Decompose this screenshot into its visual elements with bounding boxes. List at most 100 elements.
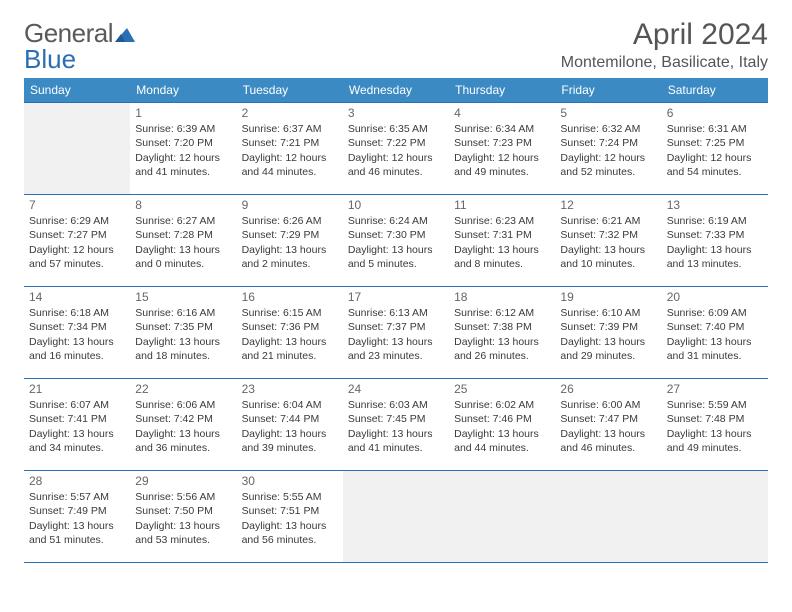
day-daylight2: and 10 minutes. [560, 257, 656, 271]
day-sunrise: Sunrise: 6:39 AM [135, 122, 231, 136]
day-daylight2: and 56 minutes. [242, 533, 338, 547]
calendar-day-cell: 1Sunrise: 6:39 AMSunset: 7:20 PMDaylight… [130, 103, 236, 195]
day-daylight2: and 41 minutes. [135, 165, 231, 179]
day-daylight2: and 49 minutes. [667, 441, 763, 455]
day-daylight2: and 44 minutes. [454, 441, 550, 455]
calendar-day-cell [343, 471, 449, 563]
day-daylight2: and 8 minutes. [454, 257, 550, 271]
day-sunrise: Sunrise: 6:07 AM [29, 398, 125, 412]
day-sunset: Sunset: 7:44 PM [242, 412, 338, 426]
calendar-day-cell [662, 471, 768, 563]
title-block: April 2024 Montemilone, Basilicate, Ital… [561, 18, 768, 72]
day-number: 28 [29, 473, 125, 489]
day-number: 11 [454, 197, 550, 213]
day-number: 19 [560, 289, 656, 305]
day-daylight1: Daylight: 13 hours [242, 427, 338, 441]
day-sunset: Sunset: 7:21 PM [242, 136, 338, 150]
day-daylight1: Daylight: 13 hours [454, 243, 550, 257]
calendar-day-cell: 17Sunrise: 6:13 AMSunset: 7:37 PMDayligh… [343, 287, 449, 379]
day-daylight1: Daylight: 13 hours [667, 243, 763, 257]
day-daylight1: Daylight: 13 hours [29, 519, 125, 533]
day-sunset: Sunset: 7:50 PM [135, 504, 231, 518]
calendar-day-cell: 8Sunrise: 6:27 AMSunset: 7:28 PMDaylight… [130, 195, 236, 287]
day-sunrise: Sunrise: 6:04 AM [242, 398, 338, 412]
page-header: General April 2024 Montemilone, Basilica… [24, 18, 768, 72]
day-daylight1: Daylight: 13 hours [242, 335, 338, 349]
day-number: 23 [242, 381, 338, 397]
day-sunrise: Sunrise: 6:00 AM [560, 398, 656, 412]
day-of-week-header: Thursday [449, 78, 555, 103]
day-sunset: Sunset: 7:49 PM [29, 504, 125, 518]
calendar-day-cell: 22Sunrise: 6:06 AMSunset: 7:42 PMDayligh… [130, 379, 236, 471]
day-sunrise: Sunrise: 6:37 AM [242, 122, 338, 136]
day-sunset: Sunset: 7:20 PM [135, 136, 231, 150]
day-number: 10 [348, 197, 444, 213]
day-sunset: Sunset: 7:51 PM [242, 504, 338, 518]
location-subtitle: Montemilone, Basilicate, Italy [561, 54, 768, 72]
day-sunrise: Sunrise: 5:59 AM [667, 398, 763, 412]
day-daylight2: and 34 minutes. [29, 441, 125, 455]
calendar-day-cell [555, 471, 661, 563]
day-of-week-header: Tuesday [237, 78, 343, 103]
day-sunrise: Sunrise: 5:56 AM [135, 490, 231, 504]
day-of-week-header: Monday [130, 78, 236, 103]
calendar-day-cell: 18Sunrise: 6:12 AMSunset: 7:38 PMDayligh… [449, 287, 555, 379]
day-daylight1: Daylight: 12 hours [135, 151, 231, 165]
calendar-day-cell: 3Sunrise: 6:35 AMSunset: 7:22 PMDaylight… [343, 103, 449, 195]
day-number: 17 [348, 289, 444, 305]
day-number: 4 [454, 105, 550, 121]
day-daylight1: Daylight: 13 hours [560, 335, 656, 349]
day-daylight2: and 36 minutes. [135, 441, 231, 455]
calendar-day-cell [449, 471, 555, 563]
calendar-day-cell: 24Sunrise: 6:03 AMSunset: 7:45 PMDayligh… [343, 379, 449, 471]
day-sunrise: Sunrise: 6:24 AM [348, 214, 444, 228]
day-sunrise: Sunrise: 6:18 AM [29, 306, 125, 320]
calendar-body: 1Sunrise: 6:39 AMSunset: 7:20 PMDaylight… [24, 103, 768, 563]
day-daylight2: and 46 minutes. [348, 165, 444, 179]
calendar-day-cell: 19Sunrise: 6:10 AMSunset: 7:39 PMDayligh… [555, 287, 661, 379]
calendar-day-cell: 5Sunrise: 6:32 AMSunset: 7:24 PMDaylight… [555, 103, 661, 195]
day-daylight1: Daylight: 12 hours [348, 151, 444, 165]
calendar-day-cell [24, 103, 130, 195]
calendar-day-cell: 10Sunrise: 6:24 AMSunset: 7:30 PMDayligh… [343, 195, 449, 287]
day-daylight2: and 2 minutes. [242, 257, 338, 271]
day-number: 18 [454, 289, 550, 305]
calendar-day-cell: 7Sunrise: 6:29 AMSunset: 7:27 PMDaylight… [24, 195, 130, 287]
calendar-day-cell: 25Sunrise: 6:02 AMSunset: 7:46 PMDayligh… [449, 379, 555, 471]
calendar-day-cell: 11Sunrise: 6:23 AMSunset: 7:31 PMDayligh… [449, 195, 555, 287]
day-number: 9 [242, 197, 338, 213]
day-number: 8 [135, 197, 231, 213]
day-sunrise: Sunrise: 6:06 AM [135, 398, 231, 412]
day-sunset: Sunset: 7:27 PM [29, 228, 125, 242]
calendar-table: SundayMondayTuesdayWednesdayThursdayFrid… [24, 78, 768, 563]
day-daylight2: and 44 minutes. [242, 165, 338, 179]
day-sunset: Sunset: 7:25 PM [667, 136, 763, 150]
day-number: 3 [348, 105, 444, 121]
day-number: 20 [667, 289, 763, 305]
day-daylight1: Daylight: 12 hours [560, 151, 656, 165]
day-sunset: Sunset: 7:23 PM [454, 136, 550, 150]
day-daylight2: and 52 minutes. [560, 165, 656, 179]
logo-text-blue: Blue [24, 44, 76, 75]
day-number: 22 [135, 381, 231, 397]
calendar-week-row: 1Sunrise: 6:39 AMSunset: 7:20 PMDaylight… [24, 103, 768, 195]
day-sunrise: Sunrise: 6:26 AM [242, 214, 338, 228]
day-sunrise: Sunrise: 6:12 AM [454, 306, 550, 320]
calendar-day-cell: 30Sunrise: 5:55 AMSunset: 7:51 PMDayligh… [237, 471, 343, 563]
day-daylight2: and 16 minutes. [29, 349, 125, 363]
day-daylight1: Daylight: 13 hours [29, 335, 125, 349]
day-number: 26 [560, 381, 656, 397]
day-daylight1: Daylight: 12 hours [454, 151, 550, 165]
calendar-day-cell: 4Sunrise: 6:34 AMSunset: 7:23 PMDaylight… [449, 103, 555, 195]
day-daylight2: and 49 minutes. [454, 165, 550, 179]
day-daylight1: Daylight: 13 hours [348, 335, 444, 349]
day-sunrise: Sunrise: 6:32 AM [560, 122, 656, 136]
month-title: April 2024 [561, 18, 768, 52]
day-sunset: Sunset: 7:22 PM [348, 136, 444, 150]
day-sunrise: Sunrise: 5:57 AM [29, 490, 125, 504]
day-sunset: Sunset: 7:41 PM [29, 412, 125, 426]
calendar-day-cell: 29Sunrise: 5:56 AMSunset: 7:50 PMDayligh… [130, 471, 236, 563]
day-daylight1: Daylight: 13 hours [454, 335, 550, 349]
calendar-day-cell: 14Sunrise: 6:18 AMSunset: 7:34 PMDayligh… [24, 287, 130, 379]
day-daylight1: Daylight: 13 hours [560, 243, 656, 257]
